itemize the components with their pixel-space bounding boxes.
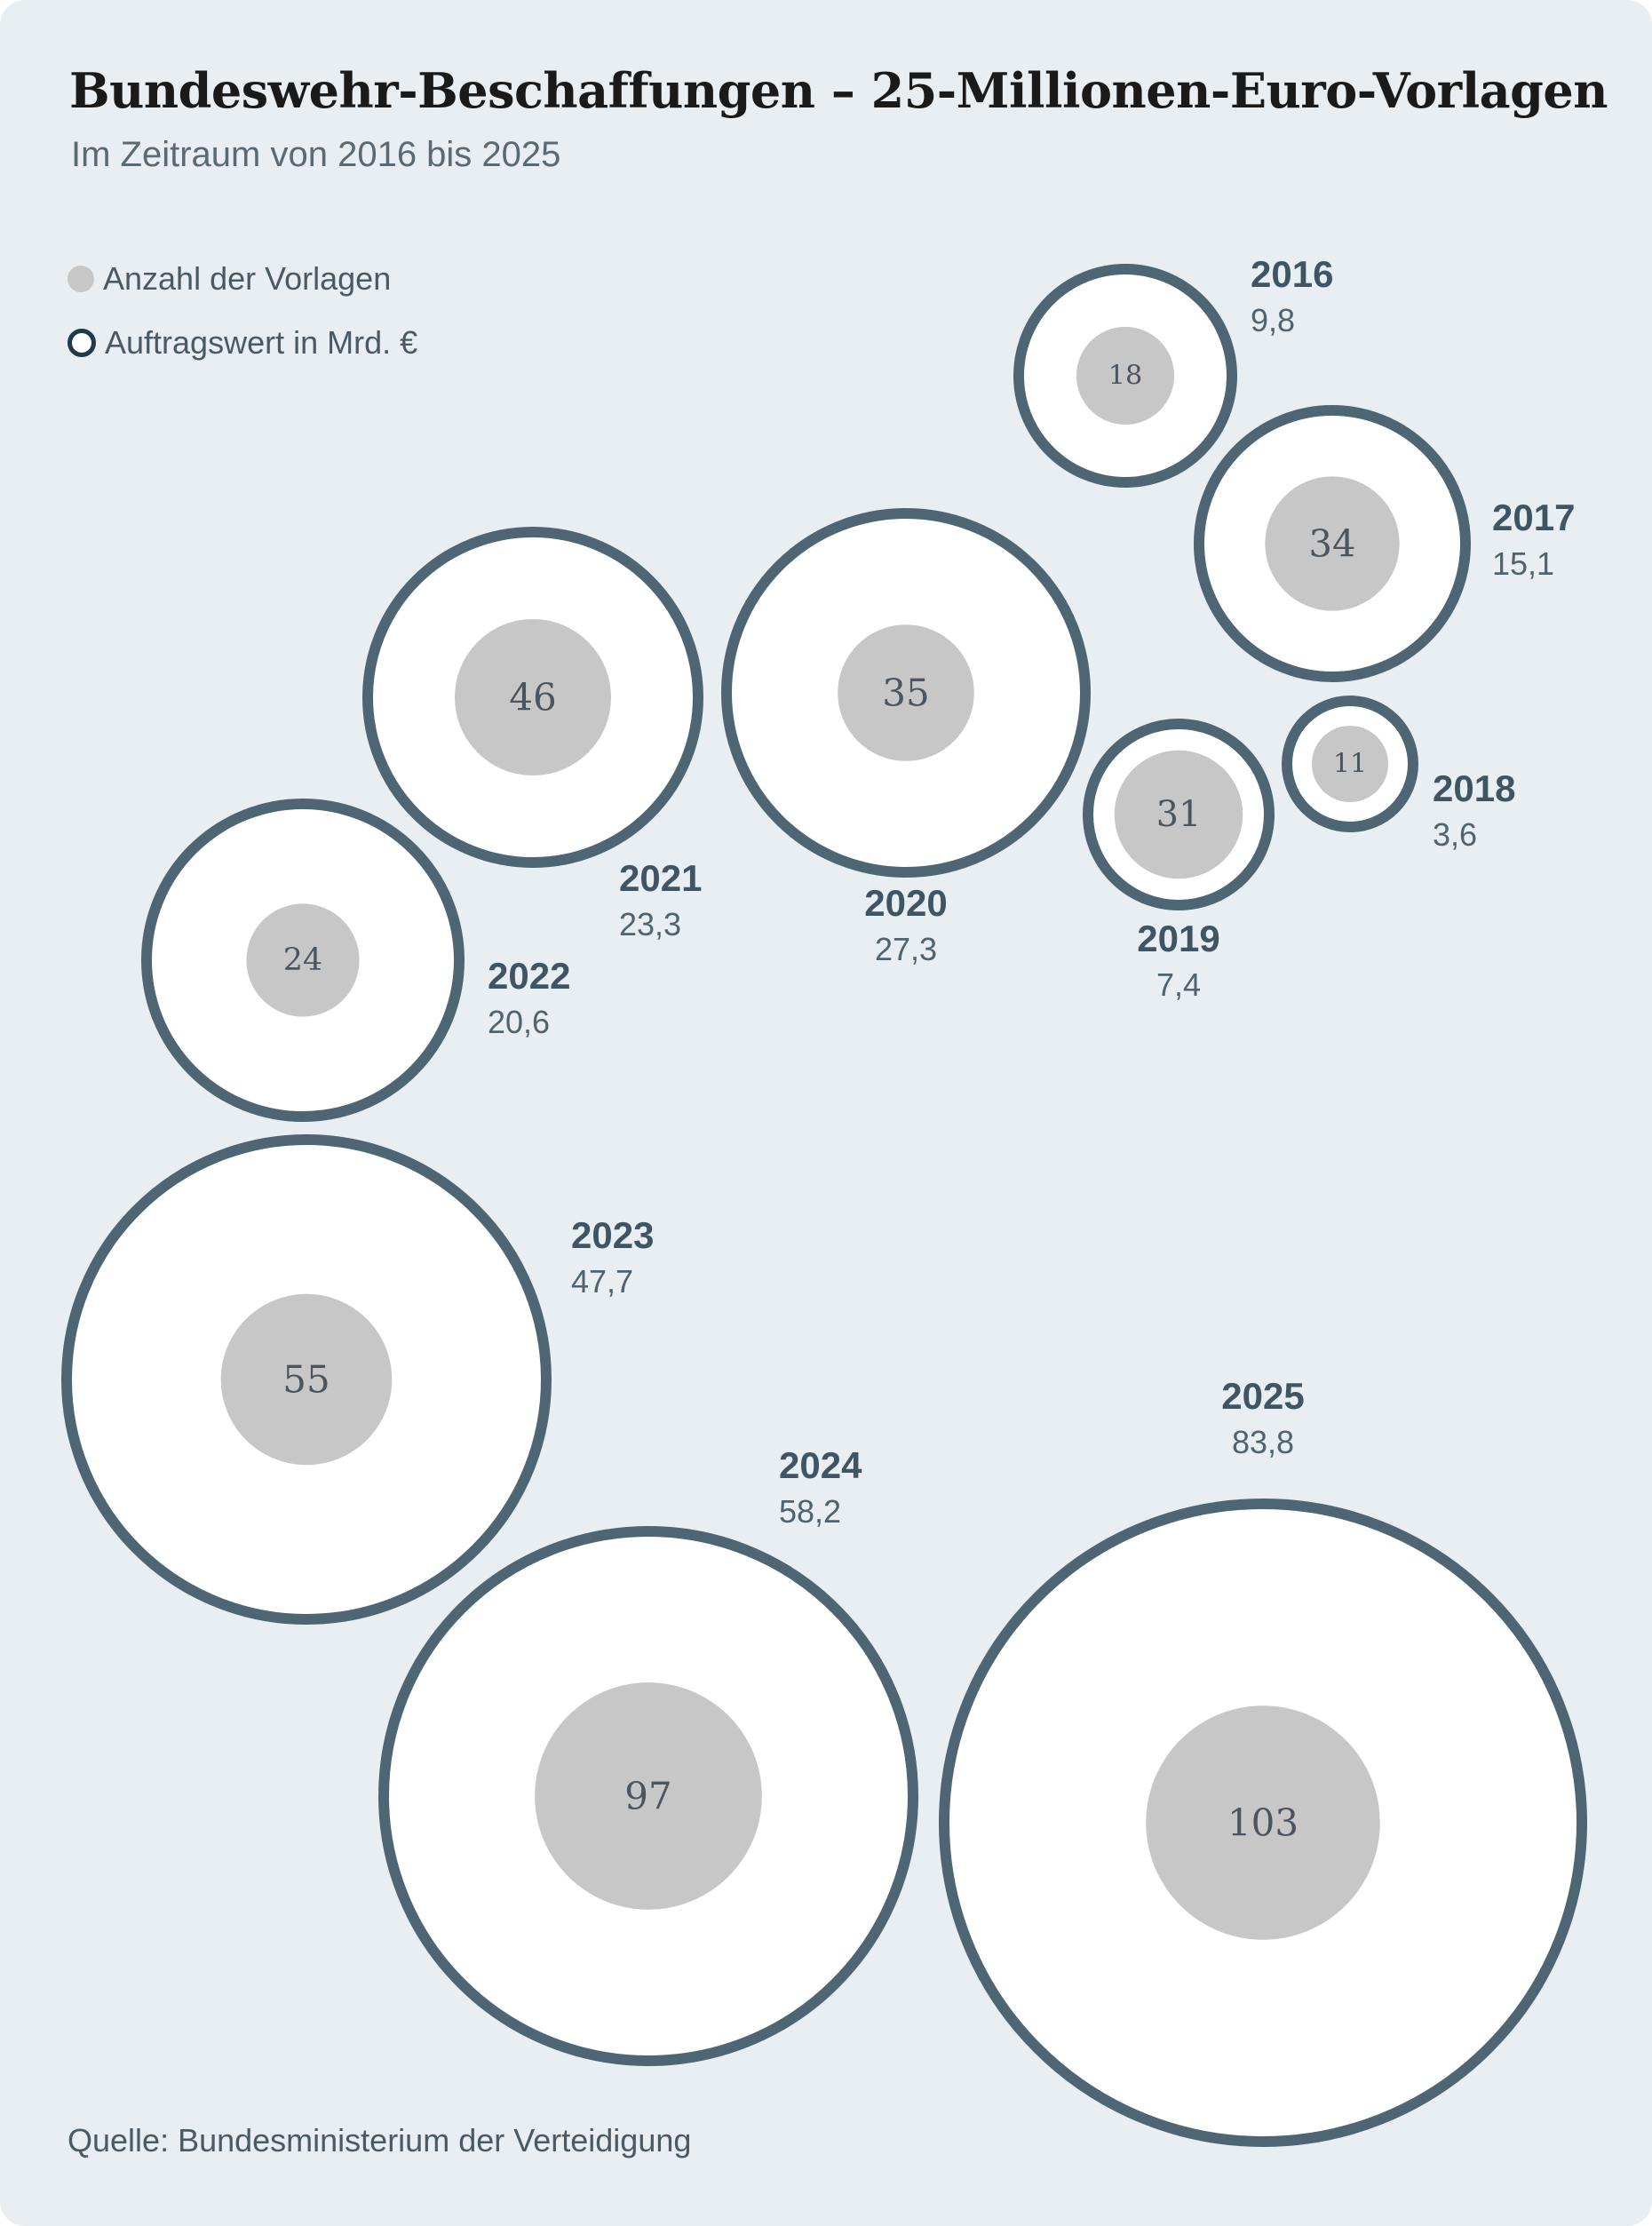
legend-item-count: Anzahl der Vorlagen xyxy=(68,256,417,302)
year-label-2025: 2025 xyxy=(1221,1375,1304,1417)
ring-circle-icon xyxy=(68,329,96,357)
count-label-2023: 55 xyxy=(282,1358,330,1402)
count-label-2019: 31 xyxy=(1156,794,1202,835)
bubble-2023: 55 2023 47,7 xyxy=(61,1134,654,1625)
value-label-2016: 9,8 xyxy=(1251,302,1295,338)
bubble-2017: 34 2017 15,1 xyxy=(1194,405,1575,682)
count-label-2016: 18 xyxy=(1108,361,1143,392)
value-label-2025: 83,8 xyxy=(1232,1424,1294,1460)
year-label-2018: 2018 xyxy=(1433,767,1515,809)
year-label-2016: 2016 xyxy=(1251,253,1333,295)
count-circle-2019 xyxy=(1114,750,1243,879)
bubble-2022: 24 2022 20,6 xyxy=(141,799,570,1122)
count-circle-2016 xyxy=(1076,326,1175,425)
year-label-2021: 2021 xyxy=(619,857,702,899)
count-circle-2020 xyxy=(838,624,974,761)
value-label-2024: 58,2 xyxy=(779,1493,841,1530)
count-circle-2025 xyxy=(1146,1705,1380,1940)
count-label-2020: 35 xyxy=(882,672,929,715)
count-circle-2017 xyxy=(1265,476,1400,611)
count-circle-2018 xyxy=(1311,725,1389,803)
value-label-2020: 27,3 xyxy=(875,931,937,967)
year-label-2022: 2022 xyxy=(488,955,570,997)
legend-item-value: Auftragswert in Mrd. € xyxy=(68,320,417,366)
year-label-2023: 2023 xyxy=(571,1214,654,1256)
year-label-2020: 2020 xyxy=(864,882,947,924)
legend-label-value: Auftragswert in Mrd. € xyxy=(105,324,418,361)
count-label-2018: 11 xyxy=(1333,749,1367,780)
bubble-2021: 46 2021 23,3 xyxy=(362,527,703,942)
legend: Anzahl der Vorlagen Auftragswert in Mrd.… xyxy=(68,256,417,384)
chart-title: Bundeswehr-Beschaffungen – 25-Millionen-… xyxy=(69,62,1608,119)
bubble-2018: 11 2018 3,6 xyxy=(1282,696,1515,853)
bubble-2016: 18 2016 9,8 xyxy=(1013,253,1333,488)
filled-circle-icon xyxy=(68,266,94,292)
bubble-2019: 31 2019 7,4 xyxy=(1083,719,1275,1003)
count-label-2025: 103 xyxy=(1227,1801,1299,1845)
value-label-2023: 47,7 xyxy=(571,1263,633,1300)
legend-label-count: Anzahl der Vorlagen xyxy=(103,260,392,297)
count-label-2022: 24 xyxy=(283,942,323,978)
year-label-2024: 2024 xyxy=(779,1444,862,1486)
value-label-2021: 23,3 xyxy=(619,906,681,942)
count-label-2021: 46 xyxy=(509,676,556,719)
count-circle-2022 xyxy=(246,903,360,1017)
value-label-2017: 15,1 xyxy=(1492,545,1554,582)
chart-subtitle: Im Zeitraum von 2016 bis 2025 xyxy=(71,135,561,174)
count-circle-2021 xyxy=(454,618,612,776)
bubble-2020: 35 2020 27,3 xyxy=(721,508,1091,967)
count-circle-2023 xyxy=(220,1293,393,1466)
count-circle-2024 xyxy=(535,1682,762,1910)
value-label-2022: 20,6 xyxy=(488,1004,550,1040)
count-label-2024: 97 xyxy=(624,1775,671,1818)
bubble-2024: 97 2024 58,2 xyxy=(378,1444,918,2066)
source-note: Quelle: Bundesministerium der Verteidigu… xyxy=(68,2122,692,2158)
value-label-2019: 7,4 xyxy=(1156,966,1201,1003)
count-label-2017: 34 xyxy=(1309,522,1356,566)
bubble-2025: 103 2025 83,8 xyxy=(939,1375,1587,2147)
year-label-2019: 2019 xyxy=(1137,918,1219,959)
year-label-2017: 2017 xyxy=(1492,497,1575,538)
value-label-2018: 3,6 xyxy=(1433,816,1477,853)
